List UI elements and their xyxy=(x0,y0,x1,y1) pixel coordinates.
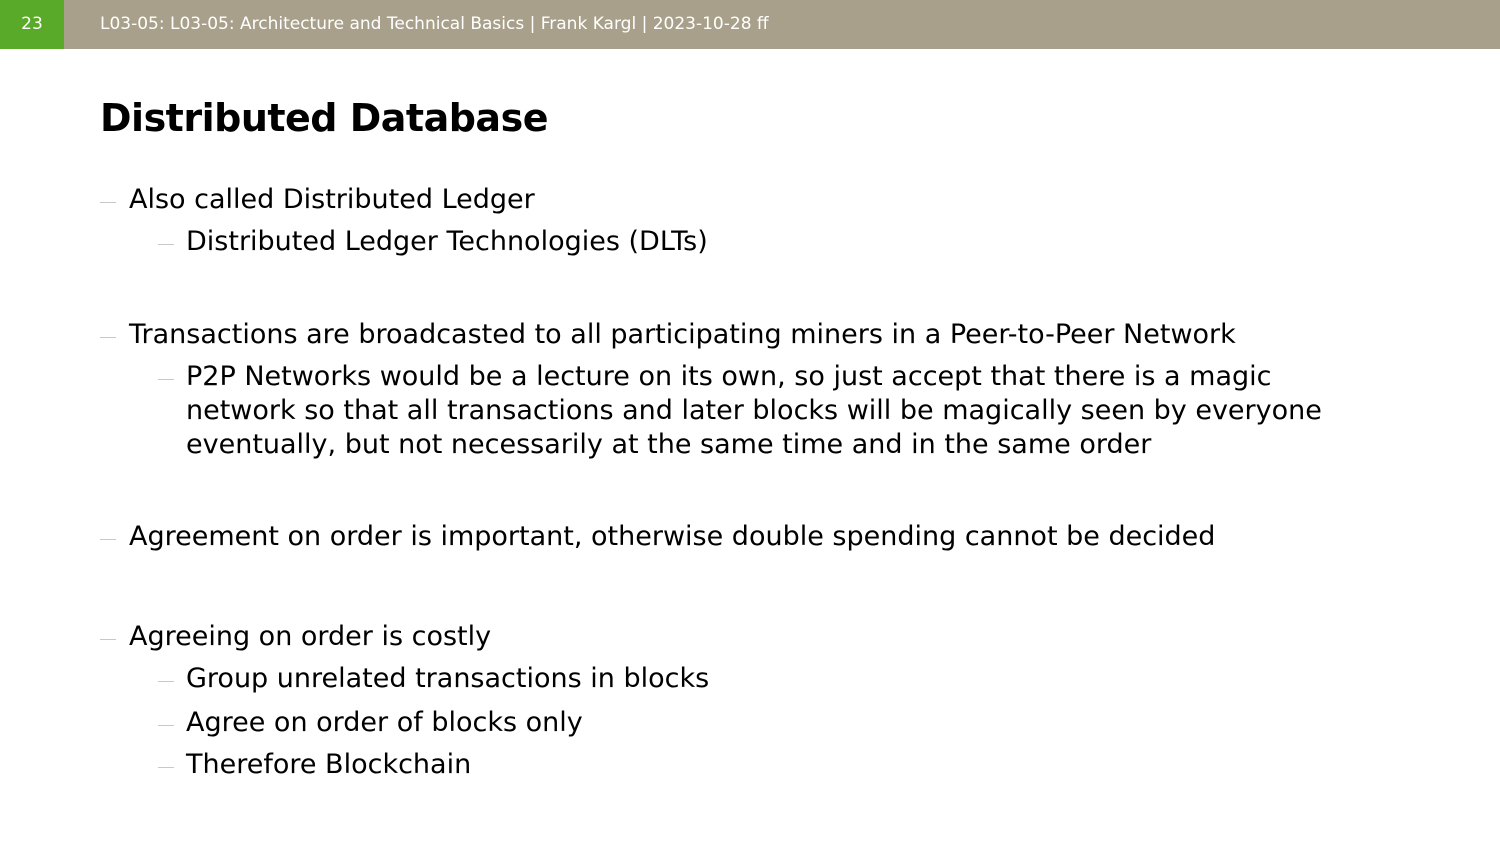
bullet-text: Therefore Blockchain xyxy=(186,749,472,780)
bullet-text-line-1: P2P Networks would be a lecture on its o… xyxy=(186,361,1272,392)
bullet-dash xyxy=(100,202,116,203)
bullet-text-line-3: eventually, but not necessarily at the s… xyxy=(186,429,1152,460)
bullet-text: Agreeing on order is costly xyxy=(129,621,492,652)
bullet-dash xyxy=(100,539,116,540)
bullet-text: Distributed Ledger Technologies (DLTs) xyxy=(186,226,708,257)
bullet-text: Agree on order of blocks only xyxy=(186,707,583,738)
bullet-text: Agreement on order is important, otherwi… xyxy=(129,521,1216,552)
bullet-text: Transactions are broadcasted to all part… xyxy=(129,319,1236,350)
slide-title: Distributed Database xyxy=(100,96,548,140)
bullet-agreeing-costly: Agreeing on order is costly xyxy=(100,620,492,654)
bullet-dash xyxy=(158,244,174,245)
header-bar: 23 L03-05: L03-05: Architecture and Tech… xyxy=(0,0,1500,49)
page-number: 23 xyxy=(0,0,64,49)
bullet-transactions-broadcast: Transactions are broadcasted to all part… xyxy=(100,318,1236,352)
bullet-dash xyxy=(158,725,174,726)
bullet-dash xyxy=(158,379,174,380)
sub-bullet-dlts: Distributed Ledger Technologies (DLTs) xyxy=(158,225,708,259)
sub-bullet-group-transactions: Group unrelated transactions in blocks xyxy=(158,662,710,696)
bullet-dash xyxy=(100,337,116,338)
sub-bullet-agree-on-blocks: Agree on order of blocks only xyxy=(158,706,583,740)
bullet-text: Group unrelated transactions in blocks xyxy=(186,663,710,694)
sub-bullet-p2p-networks: P2P Networks would be a lecture on its o… xyxy=(158,360,1386,462)
bullet-agreement-on-order: Agreement on order is important, otherwi… xyxy=(100,520,1216,554)
bullet-text-line-2: network so that all transactions and lat… xyxy=(186,395,1322,426)
bullet-text: Also called Distributed Ledger xyxy=(129,184,535,215)
bullet-dash xyxy=(100,639,116,640)
header-breadcrumb: L03-05: L03-05: Architecture and Technic… xyxy=(100,14,769,34)
bullet-distributed-ledger: Also called Distributed Ledger xyxy=(100,183,535,217)
bullet-dash xyxy=(158,767,174,768)
sub-bullet-blockchain: Therefore Blockchain xyxy=(158,748,472,782)
bullet-dash xyxy=(158,681,174,682)
